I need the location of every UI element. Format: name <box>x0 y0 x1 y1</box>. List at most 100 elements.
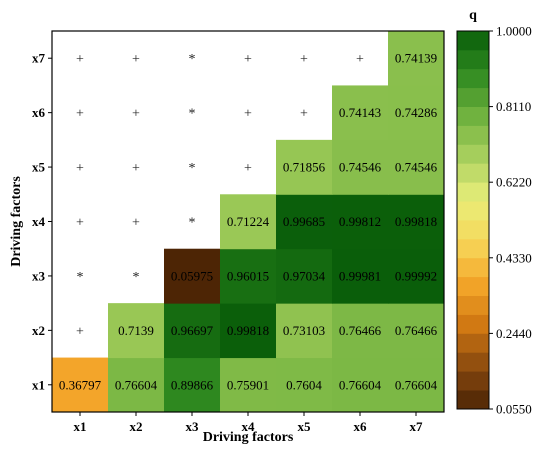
colorbar-band <box>457 333 489 353</box>
significance-symbol: * <box>189 216 196 231</box>
heatmap-cells: 0.36797 0.76604 0.89866 0.75901 0.7604 0.7660… <box>52 31 445 413</box>
x-tick-label: x1 <box>74 419 87 434</box>
heatmap-cell <box>220 248 277 304</box>
colorbar-band <box>457 295 489 315</box>
x-tick-label: x7 <box>410 419 424 434</box>
colorbar-band <box>457 31 489 51</box>
cell-value-label: 0.99981 <box>339 268 381 283</box>
axis-ticks: x1 x2 x3 x4 x5 x6 x7 x1 x2 x3 x4 x5 x6 x7 <box>32 51 423 434</box>
colorbar-tick-label: 0.6220 <box>496 175 532 190</box>
cell-value-label: 0.99812 <box>339 214 381 229</box>
y-tick-label: x1 <box>32 377 45 392</box>
significance-symbol: + <box>244 107 252 122</box>
colorbar-tick-label: 0.2440 <box>496 326 532 341</box>
y-tick-label: x7 <box>32 51 46 66</box>
heatmap-cell <box>388 357 445 413</box>
significance-symbol: + <box>76 52 84 67</box>
cell-value-label: 0.74143 <box>339 105 381 120</box>
y-tick-label: x5 <box>32 160 46 175</box>
colorbar-band <box>457 182 489 202</box>
significance-symbol: + <box>244 52 252 67</box>
colorbar-band <box>457 49 489 70</box>
cell-value-label: 0.99992 <box>395 268 437 283</box>
heatmap-cell <box>220 357 277 413</box>
heatmap-cell <box>52 357 109 413</box>
cell-value-label: 0.99818 <box>227 323 269 338</box>
colorbar-title: q <box>469 8 477 23</box>
cell-value-label: 0.74139 <box>395 51 437 66</box>
cell-value-label: 0.74546 <box>395 160 438 175</box>
heatmap-cell <box>276 357 333 413</box>
heatmap-cell <box>388 85 445 141</box>
significance-symbol: + <box>300 52 308 67</box>
colorbar-band <box>457 314 489 334</box>
colorbar-band <box>457 68 489 89</box>
heatmap-cell <box>388 31 445 86</box>
cell-value-label: 0.7139 <box>118 323 154 338</box>
heatmap-cell <box>164 248 221 304</box>
significance-symbol: * <box>77 270 84 285</box>
colorbar-band <box>457 390 489 410</box>
cell-value-label: 0.99818 <box>395 214 437 229</box>
cell-value-label: 0.89866 <box>171 377 214 392</box>
cell-value-label: 0.96015 <box>227 268 269 283</box>
cell-value-label: 0.76466 <box>395 323 438 338</box>
colorbar-frame <box>456 30 490 410</box>
cell-value-label: 0.76604 <box>115 377 158 392</box>
cell-value-label: 0.74286 <box>395 105 438 120</box>
heatmap-cell <box>276 139 333 195</box>
cell-value-label: 0.99685 <box>283 214 325 229</box>
colorbar-band <box>457 144 489 164</box>
colorbar-band <box>457 238 489 259</box>
x-tick-label: x5 <box>298 419 312 434</box>
colorbar-band <box>457 257 489 278</box>
colorbar-band <box>457 201 489 221</box>
cell-value-label: 0.36797 <box>59 377 102 392</box>
colorbar-band <box>457 87 489 107</box>
y-tick-label: x4 <box>32 214 46 229</box>
cell-value-label: 0.73103 <box>283 323 325 338</box>
heatmap-cell <box>220 194 277 250</box>
cell-value-label: 0.71224 <box>227 214 270 229</box>
x-tick-label: x3 <box>186 419 200 434</box>
significance-symbol: * <box>133 270 140 285</box>
significance-symbol: + <box>132 161 140 176</box>
cell-value-label: 0.71856 <box>283 160 326 175</box>
significance-symbol: + <box>132 216 140 231</box>
significance-symbol: + <box>356 52 364 67</box>
significance-symbol: + <box>132 52 140 67</box>
y-tick-label: x3 <box>32 268 46 283</box>
significance-symbol: * <box>189 107 196 122</box>
heatmap-cell <box>108 303 165 359</box>
colorbar-band <box>457 276 489 296</box>
significance-symbol: + <box>76 324 84 339</box>
colorbar-band <box>457 163 489 183</box>
heatmap-cell <box>388 303 445 359</box>
heatmap-cell <box>220 303 277 359</box>
x-tick-label: x6 <box>354 419 368 434</box>
significance-symbol: + <box>244 161 252 176</box>
colorbar-band <box>457 125 489 145</box>
heatmap-cell <box>108 357 165 413</box>
x-tick-label: x4 <box>242 419 256 434</box>
cell-value-label: 0.74546 <box>339 160 382 175</box>
significance-symbol: * <box>189 161 196 176</box>
colorbar-band <box>457 106 489 126</box>
cell-value-label: 0.76466 <box>339 323 382 338</box>
cell-value-label: 0.97034 <box>283 268 326 283</box>
colorbar-band <box>457 220 489 240</box>
colorbar-tick-label: 1.0000 <box>496 24 532 39</box>
heatmap-cell <box>164 357 221 413</box>
heatmap-cell <box>332 85 389 141</box>
colorbar-tick-label: 0.8110 <box>496 99 531 114</box>
heatmap-cell <box>388 194 445 250</box>
cell-value-label: 0.05975 <box>171 268 213 283</box>
y-tick-label: x2 <box>32 323 45 338</box>
heatmap-cell <box>276 303 333 359</box>
heatmap-cell <box>332 357 389 413</box>
colorbar-band <box>457 352 489 372</box>
heatmap-cell <box>332 248 389 304</box>
significance-symbol: + <box>300 107 308 122</box>
heatmap-cell <box>332 303 389 359</box>
